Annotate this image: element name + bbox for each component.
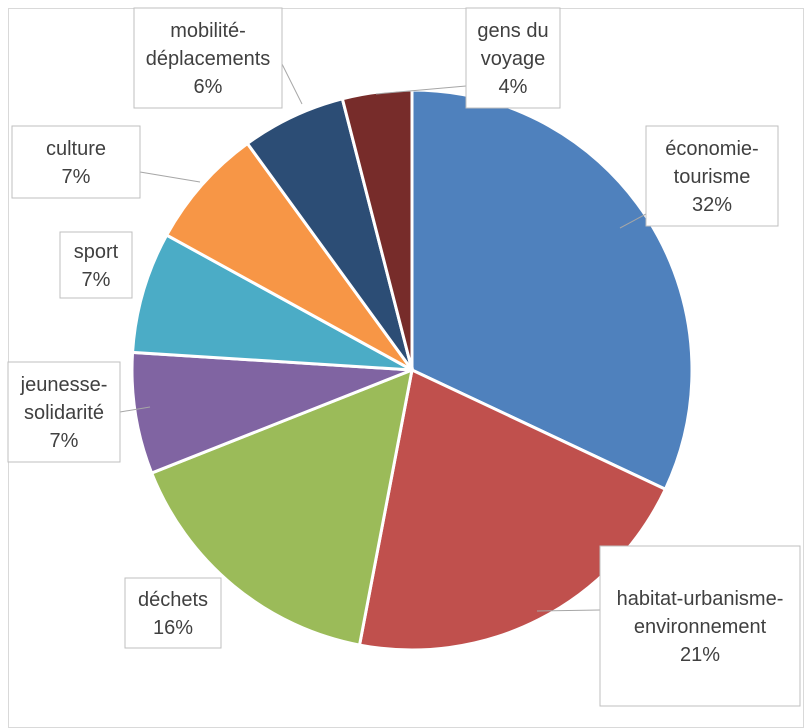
data-label-box-5 — [11, 125, 141, 199]
pie-slice-2 — [149, 367, 414, 647]
percent-label: 21% — [680, 644, 720, 666]
percent-label: 16% — [153, 617, 193, 639]
data-label-1: habitat-urbanisme-environnement 21% — [617, 588, 784, 666]
category-label: gens du — [477, 20, 548, 42]
data-label-6: mobilité-déplacements 6% — [146, 20, 271, 98]
data-label-5: culture 7% — [46, 138, 106, 188]
data-label-box-7 — [465, 7, 561, 109]
leader-line-0 — [619, 213, 647, 229]
category-label: voyage — [481, 48, 546, 70]
category-label: culture — [46, 138, 106, 160]
percent-label: 4% — [499, 76, 528, 98]
data-labels: économie-tourisme 32% habitat-urbanisme-en… — [7, 7, 801, 707]
category-label: sport — [74, 241, 119, 263]
category-label: déchets — [138, 589, 208, 611]
leader-lines — [119, 63, 647, 612]
category-label: tourisme — [674, 166, 751, 188]
data-label-4: sport 7% — [74, 241, 119, 291]
percent-label: 32% — [692, 194, 732, 216]
pie-slices — [130, 88, 694, 652]
data-label-0: économie-tourisme 32% — [665, 138, 758, 216]
data-label-box-6 — [133, 7, 283, 109]
data-label-3: jeunesse-solidarité 7% — [20, 374, 108, 452]
pie-slice-1 — [357, 367, 668, 652]
category-label: solidarité — [24, 402, 104, 424]
percent-label: 7% — [82, 269, 111, 291]
leader-line-3 — [119, 406, 151, 413]
data-label-box-0 — [645, 125, 779, 227]
data-label-box-4 — [59, 231, 133, 299]
data-label-box-2 — [124, 577, 222, 649]
data-label-box-3 — [7, 361, 121, 463]
pie-slice-7 — [340, 88, 414, 371]
leader-line-7 — [375, 85, 467, 95]
category-label: déplacements — [146, 48, 271, 70]
category-label: économie- — [665, 138, 758, 160]
category-label: mobilité- — [170, 20, 246, 42]
leader-line-1 — [536, 609, 601, 612]
leader-line-6 — [281, 63, 303, 105]
category-label: environnement — [634, 616, 767, 638]
percent-label: 7% — [62, 166, 91, 188]
category-label: jeunesse- — [20, 374, 108, 396]
data-label-7: gens du voyage 4% — [477, 20, 548, 98]
data-label-2: déchets 16% — [138, 589, 208, 639]
percent-label: 7% — [50, 430, 79, 452]
pie-slice-4 — [130, 233, 413, 372]
pie-slice-3 — [130, 350, 413, 476]
percent-label: 6% — [194, 76, 223, 98]
pie-slice-5 — [164, 141, 414, 372]
category-label: habitat-urbanisme- — [617, 588, 784, 610]
leader-line-5 — [139, 171, 201, 183]
data-label-box-1 — [599, 545, 801, 707]
